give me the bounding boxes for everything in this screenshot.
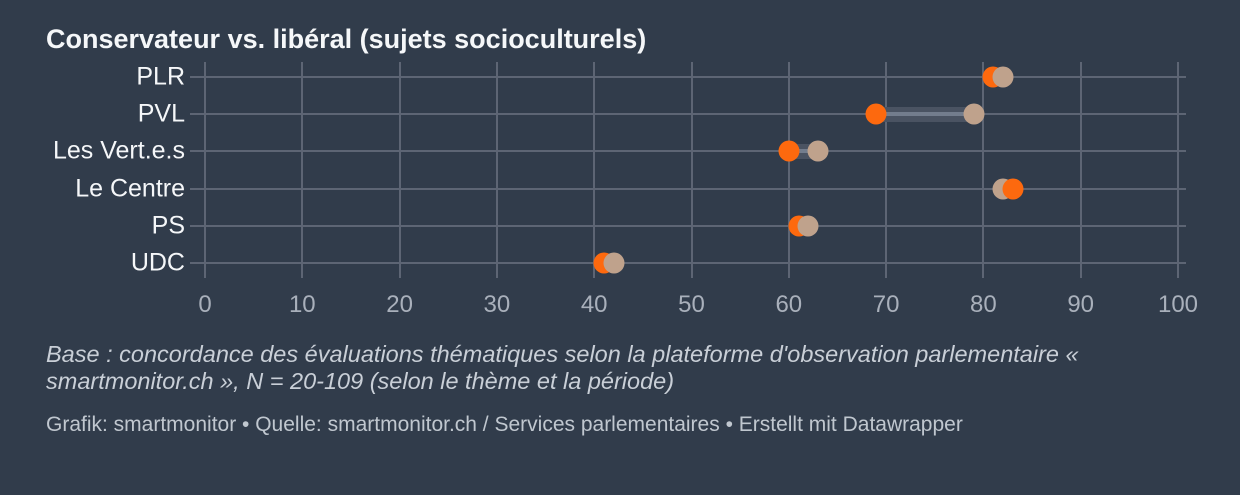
row-gridline [190, 187, 1186, 190]
dot-beige [797, 215, 819, 237]
vertical-gridline [398, 62, 401, 278]
x-tick-label: 50 [678, 291, 705, 318]
x-tick-label: 10 [288, 291, 316, 318]
dot-orange [778, 140, 800, 162]
dot-orange [865, 103, 887, 125]
row-gridline [190, 76, 1186, 78]
x-axis: 0 10 20 30 40 50 60 70 80 90 100 [198, 285, 1198, 319]
row-gridline [190, 150, 1186, 153]
y-category-label: PLR [136, 62, 185, 91]
dot-beige [963, 103, 985, 125]
y-category-label: UDC [130, 248, 185, 277]
y-category-label: PS [151, 211, 185, 240]
x-tick-label: 60 [775, 291, 803, 318]
y-category-label: Les Vert.e.s [52, 136, 185, 165]
x-tick-label: 30 [483, 291, 511, 318]
vertical-gridline [301, 62, 304, 278]
dot-beige [807, 140, 829, 162]
vertical-gridline [787, 62, 790, 278]
dot-beige [992, 66, 1014, 88]
dot-orange [1002, 178, 1024, 200]
credit-line: Grafik: smartmonitor • Quelle: smartmoni… [46, 413, 963, 436]
vertical-gridline [1079, 62, 1082, 278]
vertical-gridline [495, 62, 498, 278]
x-tick-label: 70 [872, 291, 900, 318]
x-tick-label: 100 [1157, 291, 1199, 318]
vertical-gridline [885, 62, 888, 278]
range-connector [876, 106, 974, 122]
row-gridline [190, 113, 1186, 116]
y-category-label: Le Centre [75, 174, 185, 203]
vertical-gridline [690, 62, 693, 278]
plot-area [190, 62, 1186, 278]
y-axis-labels: PLR PVL Les Vert.e.s Le Centre PS UDC [0, 62, 185, 278]
x-tick-label: 0 [198, 291, 212, 318]
row-gridline [190, 262, 1186, 264]
x-tick-label: 90 [1067, 291, 1095, 318]
chart-title: Conservateur vs. libéral (sujets sociocu… [46, 24, 647, 54]
row-gridline [190, 224, 1186, 227]
x-tick-label: 40 [580, 291, 608, 318]
y-category-label: PVL [137, 99, 185, 128]
vertical-gridline [593, 62, 596, 278]
footnote: Base : concordance des évaluations théma… [46, 341, 1079, 395]
x-tick-label: 80 [970, 291, 997, 318]
x-tick-label: 20 [386, 291, 413, 318]
vertical-gridline [982, 62, 985, 278]
vertical-gridline [1177, 62, 1179, 278]
dot-beige [603, 252, 625, 274]
vertical-gridline [204, 62, 206, 278]
